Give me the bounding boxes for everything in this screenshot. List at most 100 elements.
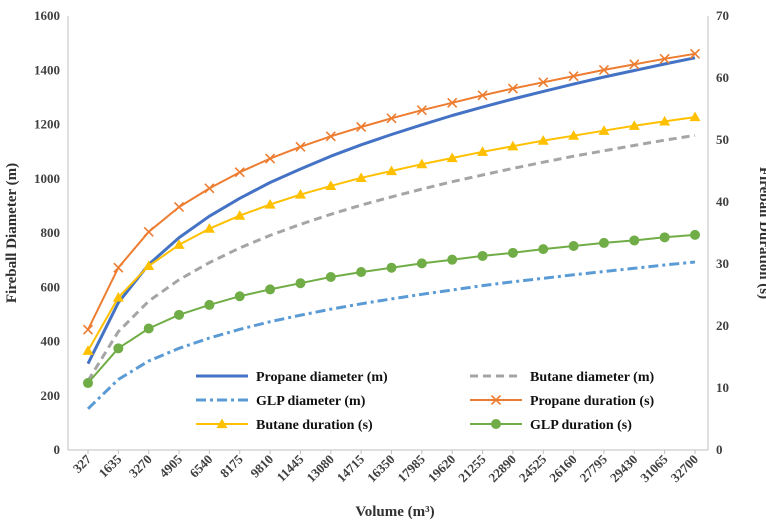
series-glp-duration-s: [83, 229, 700, 389]
x-tick-label: 27795: [576, 451, 610, 485]
data-point: [659, 53, 670, 64]
series-line: [87, 52, 696, 331]
legend-label: Butane diameter (m): [530, 370, 654, 385]
legend-label: GLP diameter (m): [256, 394, 366, 409]
data-point: [689, 48, 701, 59]
x-tick-label: 22890: [485, 452, 519, 486]
y-axis-title: Fireball Diameter (m): [4, 163, 20, 303]
series-line: [86, 133, 696, 382]
series-line: [86, 56, 696, 365]
data-point: [234, 167, 245, 178]
data-point: [234, 210, 246, 220]
data-point: [265, 153, 276, 164]
x-tick-label: 6540: [187, 452, 216, 481]
y-tick-label: 1400: [34, 62, 60, 77]
x-tick-label: 1635: [95, 451, 124, 480]
data-point: [416, 258, 427, 269]
data-point: [356, 267, 367, 278]
x-axis-title: Volume (m³): [355, 504, 434, 520]
y2-tick-label: 10: [716, 380, 729, 395]
series-propane-diameter-m: [86, 56, 696, 365]
x-tick-label: 4905: [156, 451, 185, 480]
data-point: [568, 130, 580, 140]
data-point: [598, 64, 610, 76]
data-point: [386, 262, 397, 273]
data-point: [629, 235, 640, 246]
y2-tick-label: 20: [716, 318, 729, 333]
data-point: [568, 241, 579, 252]
legend-item: GLP duration (s): [470, 418, 632, 433]
legend-label: GLP duration (s): [530, 418, 632, 433]
data-point: [490, 394, 502, 406]
y-tick-label: 400: [41, 334, 61, 349]
data-point: [113, 262, 124, 273]
data-point: [537, 135, 549, 145]
y-tick-label: 1000: [34, 171, 60, 186]
x-tick-label: 29430: [607, 452, 641, 486]
data-point: [507, 83, 518, 94]
x-tick-label: 13080: [303, 452, 337, 486]
series-propane-duration-s: [82, 48, 701, 335]
data-point: [234, 291, 245, 302]
legend-item: Butane diameter (m): [470, 370, 654, 385]
data-point: [264, 198, 276, 209]
y-tick-label: 800: [41, 225, 61, 240]
data-point: [629, 59, 640, 70]
data-point: [173, 201, 185, 213]
data-point: [568, 71, 579, 82]
x-tick-label: 26160: [546, 452, 580, 486]
x-tick-label: 19620: [425, 452, 459, 486]
x-tick-label: 14715: [334, 451, 368, 485]
data-point: [356, 121, 367, 133]
legend-item: Propane diameter (m): [196, 370, 388, 385]
legend-item: GLP diameter (m): [196, 394, 366, 409]
data-point: [447, 254, 458, 265]
data-point: [82, 324, 94, 335]
data-point: [538, 244, 549, 255]
series-butane-duration-s: [82, 111, 701, 355]
data-point: [204, 299, 215, 310]
x-tick-label: 11445: [273, 451, 306, 484]
data-point: [295, 278, 306, 289]
data-point: [386, 165, 397, 176]
x-tick-label: 32700: [668, 452, 702, 486]
data-point: [628, 120, 640, 130]
data-point: [173, 239, 185, 249]
data-point: [598, 237, 609, 248]
x-tick-label: 17985: [394, 451, 428, 485]
data-point: [659, 115, 671, 126]
y-tick-label: 0: [54, 442, 61, 457]
data-point: [416, 105, 427, 116]
legend: Propane diameter (m) Butane diameter (m) G…: [196, 370, 655, 433]
y-tick-label: 1600: [34, 8, 60, 23]
data-point: [295, 141, 306, 152]
x-tick-label: 16350: [364, 452, 398, 486]
series-butane-diameter-m: [86, 133, 696, 382]
x-tick-label: 24525: [516, 451, 550, 485]
x-tick-label: 31065: [637, 451, 671, 485]
legend-label: Propane duration (s): [530, 394, 655, 409]
data-point: [203, 223, 215, 233]
data-point: [491, 419, 501, 429]
data-point: [174, 309, 185, 320]
x-tick-label: 21255: [455, 451, 489, 485]
series-glp-diameter-m: [86, 260, 696, 410]
y-tick-label: 600: [41, 279, 61, 294]
data-point: [325, 180, 337, 191]
axes: 0 200 400 600 800 1000 1200 1400 1600 0 10 20 30 40 50…: [34, 8, 729, 485]
x-tick-label: 9810: [247, 452, 276, 481]
data-point: [507, 140, 519, 151]
data-point: [689, 111, 701, 122]
data-point: [294, 189, 306, 199]
data-point: [446, 152, 458, 163]
legend-label: Propane diameter (m): [256, 370, 388, 385]
y2-tick-label: 70: [716, 8, 729, 23]
data-point: [83, 378, 93, 389]
data-point: [538, 77, 549, 88]
data-point: [598, 125, 610, 135]
data-point: [112, 291, 124, 302]
y2-axis-title: Fireball Duration (s): [756, 167, 766, 299]
data-point: [659, 232, 670, 243]
data-point: [216, 418, 228, 429]
